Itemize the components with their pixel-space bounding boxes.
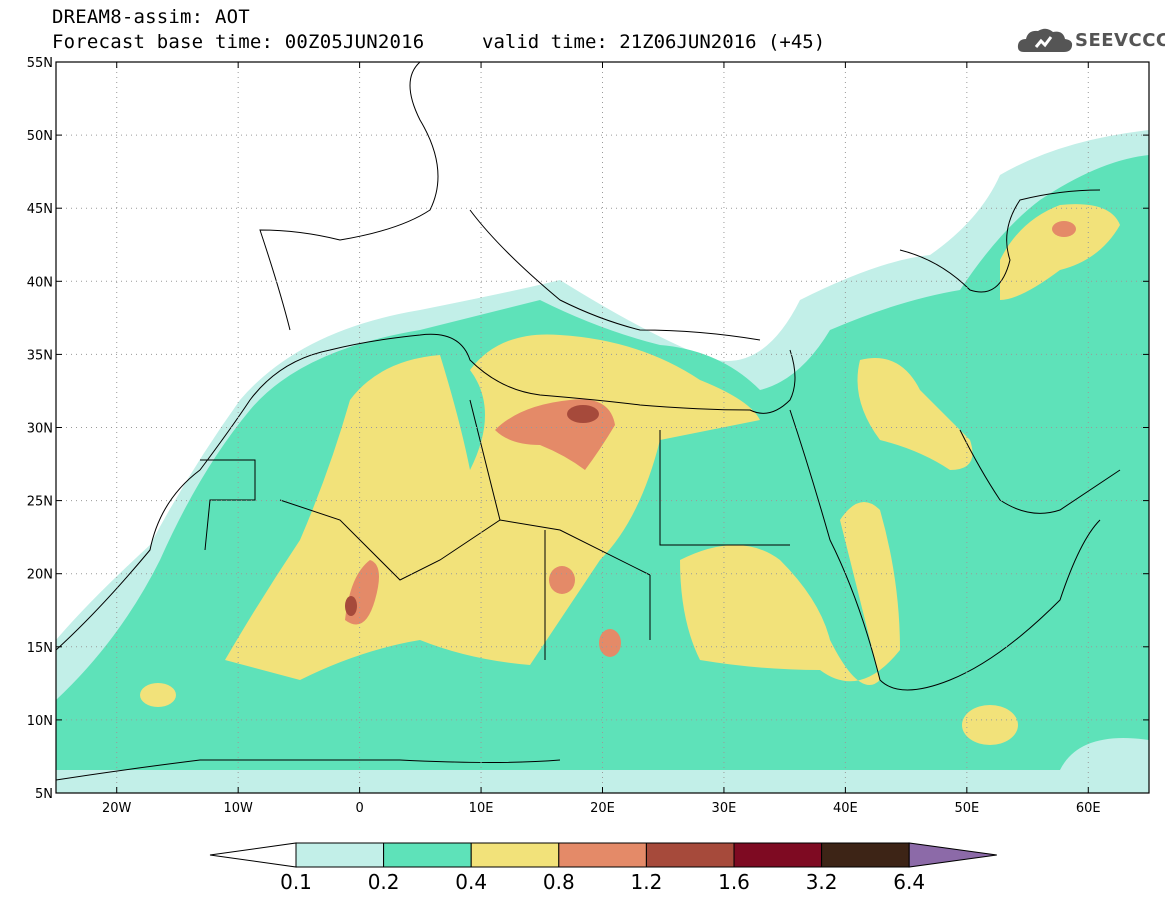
colorbar-label: 0.1 (280, 870, 312, 894)
lat-label: 10N (27, 714, 53, 729)
lat-label: 5N (35, 787, 53, 802)
colorbar-swatch (470, 842, 560, 868)
colorbar-swatch (383, 842, 472, 868)
colorbar-label: 0.2 (368, 870, 400, 894)
valid-time: valid time: 21Z06JUN2016 (+45) (482, 31, 826, 53)
aot-contour-0.8-chad (549, 566, 575, 594)
seevccc-logo: SEEVCCC (1016, 24, 1165, 58)
colorbar-label: 0.4 (455, 870, 487, 894)
lon-label: 30E (712, 801, 737, 816)
lon-label: 60E (1076, 801, 1101, 816)
aot-contour-1.2 (567, 405, 599, 423)
colorbar-swatch (295, 842, 385, 868)
aot-contour-0.4-somalia (962, 705, 1018, 745)
lon-label: 10E (469, 801, 494, 816)
lon-label: 20E (590, 801, 615, 816)
logo-text: SEEVCCC (1075, 30, 1165, 51)
lat-label: 15N (27, 641, 53, 656)
aot-contour-0.4-caspian (1000, 204, 1120, 300)
aot-contour-0.4-arabia (857, 358, 973, 470)
colorbar-swatch (558, 842, 647, 868)
aot-contour-0.4-westafrica (140, 683, 176, 707)
lon-label: 10W (223, 801, 253, 816)
coastlines (56, 62, 1121, 781)
lat-label: 40N (27, 275, 53, 290)
axis-ticks: 20W 10W 0 10E 20E 30E 40E 50E 60E 55N 50N 45N 40N 35N… (27, 56, 1149, 816)
cloud-icon (1017, 28, 1073, 52)
lon-label: 50E (954, 801, 979, 816)
colorbar-swatch (821, 842, 910, 868)
aot-contour-0.8-chad2 (599, 629, 621, 657)
lat-label: 20N (27, 568, 53, 583)
lat-label: 30N (27, 422, 53, 437)
colorbar-over-arrow (908, 842, 997, 868)
lat-lon-grid (56, 62, 1149, 793)
aot-contour-0.8-caspian (1052, 221, 1076, 237)
colorbar-label: 6.4 (893, 870, 925, 894)
lon-label: 40E (833, 801, 858, 816)
lat-label: 55N (27, 56, 53, 71)
colorbar-label: 1.6 (718, 870, 750, 894)
aot-contour-1.2-niger (345, 596, 357, 616)
colorbar-label: 1.2 (630, 870, 662, 894)
aot-colorbar: 0.1 0.2 0.4 0.8 1.2 1.6 3.2 6.4 (209, 842, 997, 894)
map-title: DREAM8-assim: AOT (52, 6, 250, 28)
aot-contour-0.4-east (680, 502, 900, 685)
lat-label: 35N (27, 348, 53, 363)
colorbar-label: 3.2 (806, 870, 838, 894)
colorbar-swatch (645, 842, 735, 868)
lat-label: 50N (27, 129, 53, 144)
colorbar-swatch (733, 842, 823, 868)
lon-label: 0 (355, 801, 363, 816)
lat-label: 45N (27, 202, 53, 217)
colorbar-label: 0.8 (543, 870, 575, 894)
lon-label: 20W (102, 801, 132, 816)
forecast-base-time: Forecast base time: 00Z05JUN2016 (52, 31, 425, 53)
colorbar-under-arrow (209, 842, 297, 868)
lat-label: 25N (27, 495, 53, 510)
